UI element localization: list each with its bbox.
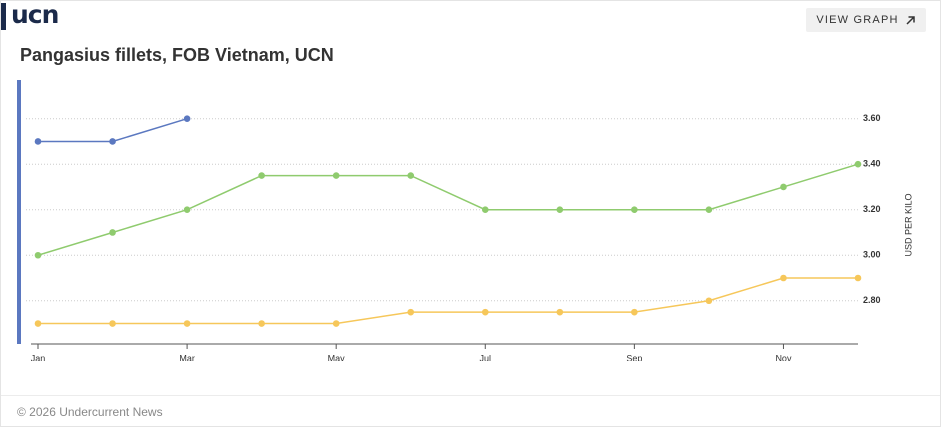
data-point [183,115,191,122]
data-point [34,251,42,259]
data-point [332,172,340,179]
data-point [854,274,862,282]
data-point [631,308,638,316]
series-line [37,163,859,256]
series-line [38,277,858,325]
data-point [183,320,191,327]
data-point [109,138,116,145]
x-tick-label: Mar [179,353,195,361]
view-graph-button[interactable]: VIEW GRAPH [806,8,926,32]
y-tick-label: 3.40 [863,159,881,169]
data-point [481,206,489,214]
y-tick-label: 3.20 [863,204,881,214]
data-point [258,172,265,179]
button-label[interactable]: VIEW GRAPH [816,14,899,26]
data-point [780,183,787,191]
data-point [854,160,862,168]
x-tick-label: Nov [775,353,792,361]
data-point [631,206,638,214]
arrow-icon[interactable] [905,15,916,26]
data-point [407,172,415,179]
data-point [34,320,42,327]
series-line [38,117,188,143]
data-point [780,274,787,282]
accent-bar [17,80,21,344]
data-point [332,320,340,327]
data-point [109,229,116,236]
chart: USD PER KILO 2.80 3.00 3.20 3.40 3.60 Jan Mar M… [17,80,913,361]
footer: © 2026 Undercurrent News [1,395,940,428]
chart-title: Pangasius fillets, FOB Vietnam, UCN [20,45,334,65]
x-tick-label: May [328,353,346,361]
data-point [556,206,564,214]
data-point [481,308,489,316]
x-tick-label: Sep [626,353,642,361]
x-tick-label: Jan [31,353,46,361]
y-tick-label: 3.60 [863,113,881,123]
y-tick-label: 3.00 [863,250,881,260]
data-point [407,308,415,316]
data-point [705,297,713,305]
data-point [109,320,116,327]
data-point [183,206,191,214]
logo: ucn [1,2,59,30]
data-point [705,206,713,214]
x-tick-label: Jul [480,353,492,361]
data-point [556,308,564,316]
data-point [258,320,265,327]
data-point [34,138,42,145]
y-tick-label: 2.80 [863,295,881,305]
y-axis-label: USD PER KILO [903,193,913,256]
